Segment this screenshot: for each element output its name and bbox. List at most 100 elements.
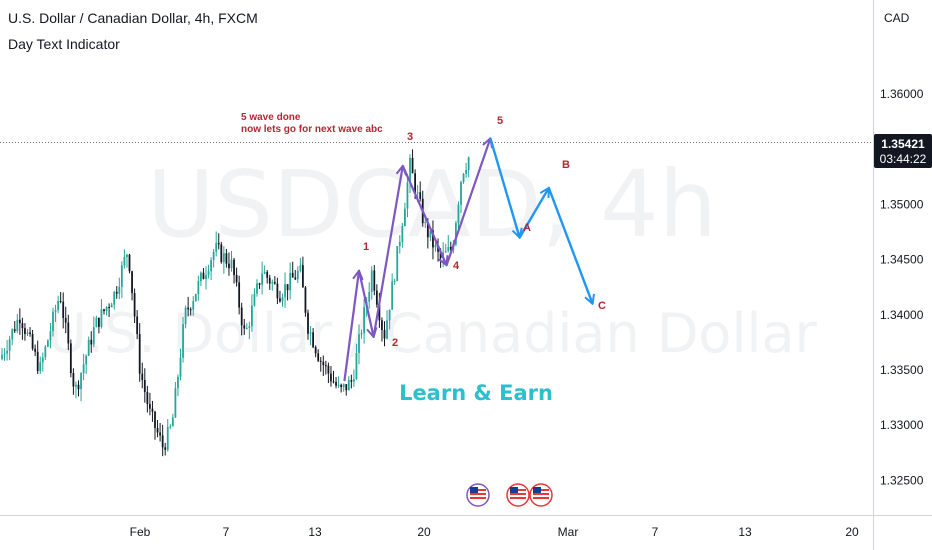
annotation-line-2[interactable]: now lets go for next wave abc	[241, 124, 383, 135]
candle-body	[299, 265, 302, 271]
candle-body	[383, 330, 386, 339]
candle-body	[57, 300, 59, 311]
candle-body	[416, 192, 419, 194]
candle-body	[225, 253, 228, 264]
candle-body	[342, 384, 345, 388]
candle-body	[212, 251, 215, 260]
candle-body	[398, 241, 401, 247]
candle-body	[69, 343, 72, 374]
candle-body	[108, 306, 110, 308]
candle-body	[13, 329, 16, 332]
candle-body	[103, 309, 105, 312]
candle-body	[289, 272, 292, 291]
candle-body	[276, 283, 279, 299]
candle-body	[414, 173, 416, 194]
usa-flag-icon[interactable]	[466, 483, 490, 507]
candle-body	[248, 326, 251, 328]
candle-body	[217, 242, 220, 245]
candle-body	[192, 301, 195, 310]
candle-body	[261, 273, 263, 285]
candle-body	[62, 301, 65, 319]
candle-body	[393, 281, 396, 283]
candle-body	[29, 332, 31, 334]
candle-body	[34, 348, 37, 352]
candle-body	[200, 272, 202, 282]
candle-body	[373, 270, 376, 291]
candle-body	[449, 247, 452, 251]
price-axis-currency: CAD	[884, 11, 910, 25]
candle-body	[439, 251, 442, 259]
candle-body	[82, 364, 85, 374]
candle-body	[271, 282, 274, 284]
candle-body	[138, 334, 141, 374]
candle-body	[87, 339, 90, 356]
candle-body	[16, 319, 19, 332]
correction-wave-line[interactable]	[489, 137, 594, 305]
candle-body	[228, 263, 230, 269]
usa-flag-icon[interactable]	[506, 483, 530, 507]
candle-body	[375, 290, 378, 305]
candle-body	[3, 353, 6, 355]
wave-label-b: B	[562, 159, 570, 171]
time-tick-4: Mar	[558, 525, 579, 539]
candle-body	[156, 427, 159, 433]
candle-body	[6, 350, 8, 354]
candle-body	[80, 373, 82, 390]
annotation-line-1[interactable]: 5 wave done	[241, 112, 301, 123]
candle-body	[368, 291, 371, 302]
candle-body	[202, 272, 205, 280]
candle-body	[31, 333, 34, 349]
candle-body	[340, 384, 343, 388]
time-axis-ticks[interactable]: Feb 7 13 20 Mar 7 13 20	[130, 525, 859, 539]
name-watermark: U.S. Dollar / Canadian Dollar	[47, 302, 817, 365]
correction-arrowhead-3	[584, 293, 595, 305]
candle-body	[291, 272, 294, 278]
time-tick-7: 20	[845, 525, 859, 539]
price-tick-7: 1.32500	[880, 473, 924, 487]
promo-text[interactable]: Learn & Earn	[399, 381, 553, 405]
candle-body	[77, 384, 80, 390]
candle-body	[238, 282, 241, 308]
candle-body	[386, 320, 388, 339]
price-axis-ticks[interactable]: 1.36000 1.35000 1.34500 1.34000 1.33500 1.330…	[880, 87, 924, 487]
candle-body	[406, 182, 409, 209]
candle-body	[18, 319, 21, 324]
candle-body	[317, 353, 320, 361]
candle-body	[309, 332, 312, 334]
candle-body	[335, 382, 337, 386]
indicator-title[interactable]: Day Text Indicator	[8, 36, 120, 52]
candle-body	[11, 329, 14, 340]
correction-wave-arrows	[511, 186, 595, 305]
event-markers[interactable]	[466, 483, 553, 507]
candle-body	[177, 376, 179, 389]
candle-body	[319, 360, 322, 362]
candle-body	[258, 283, 261, 285]
candle-body	[251, 305, 253, 327]
candle-body	[131, 271, 133, 294]
candle-body	[24, 328, 26, 334]
candle-body	[220, 244, 223, 263]
candle-body	[253, 293, 256, 306]
candle-body	[100, 309, 103, 327]
candle-body	[149, 403, 151, 409]
wave-label-3: 3	[407, 131, 413, 143]
candle-body	[39, 362, 42, 372]
candle-body	[171, 417, 174, 427]
candle-body	[235, 274, 238, 283]
candle-body	[166, 426, 169, 450]
usa-flag-icon[interactable]	[529, 483, 553, 507]
candle-body	[52, 311, 54, 332]
candle-body	[146, 391, 149, 404]
candle-body	[281, 297, 284, 302]
candle-body	[324, 365, 327, 367]
candle-body	[360, 333, 363, 335]
candle-body	[465, 170, 467, 174]
impulse-wave-line[interactable]	[343, 137, 492, 382]
candle-body	[49, 331, 52, 341]
candle-body	[59, 300, 62, 302]
price-tick-4: 1.34000	[880, 308, 924, 322]
symbol-title[interactable]: U.S. Dollar / Canadian Dollar, 4h, FXCM	[8, 10, 258, 26]
candle-body	[136, 316, 139, 335]
